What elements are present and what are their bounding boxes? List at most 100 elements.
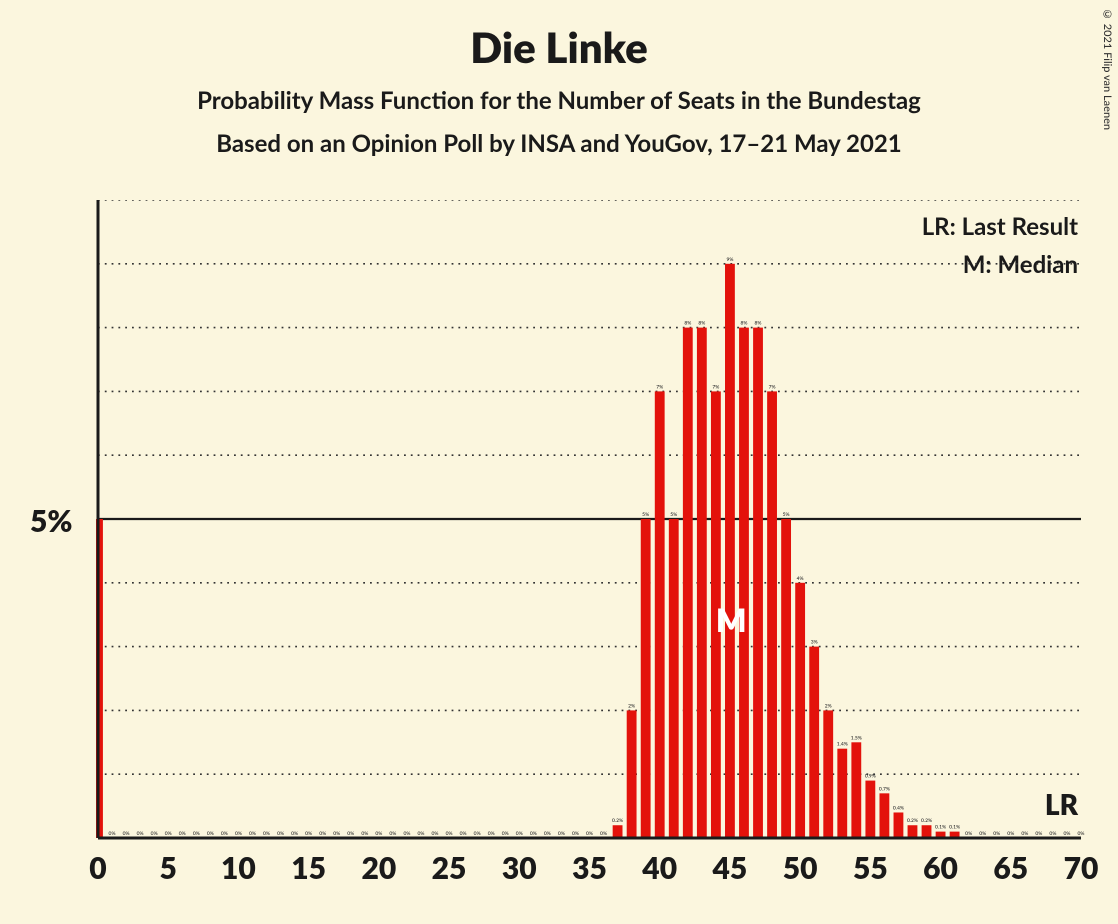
bar-value-label: 0% xyxy=(432,831,439,837)
bar-value-label: 0% xyxy=(179,831,186,837)
bar xyxy=(922,825,932,838)
x-tick-label: 35 xyxy=(572,850,607,886)
bar xyxy=(641,519,651,838)
bar-value-label: 0% xyxy=(572,831,579,837)
bar xyxy=(809,647,819,838)
bar-value-label: 0% xyxy=(389,831,396,837)
lr-marker-label: LR xyxy=(1045,787,1078,821)
bar-value-label: 0% xyxy=(502,831,509,837)
bar xyxy=(683,328,693,838)
bar-value-label: 8% xyxy=(684,321,691,327)
bar xyxy=(697,328,707,838)
x-tick-label: 5 xyxy=(160,850,177,886)
bar xyxy=(613,825,623,838)
bar-value-label: 0% xyxy=(1049,831,1056,837)
bar-value-label: 0% xyxy=(165,831,172,837)
bar-value-label: 0% xyxy=(151,831,158,837)
bar xyxy=(837,749,847,838)
bar-value-label: 0% xyxy=(305,831,312,837)
bar-value-label: 0% xyxy=(277,831,284,837)
bar-value-label: 0% xyxy=(123,831,130,837)
bar-value-label: 8% xyxy=(698,321,705,327)
chart-subtitle-1: Probability Mass Function for the Number… xyxy=(0,86,1118,115)
chart-plot-area: 0% 0% 0% 0% 0% 0% 0% 0% 0% 0% 0% 0% 0% 0% 0% 0% 0% 0% 0% 0%… xyxy=(96,200,1086,840)
bar-value-label: 0% xyxy=(291,831,298,837)
bar-value-label: 0% xyxy=(418,831,425,837)
bar-value-label: 7% xyxy=(769,384,776,390)
x-tick-label: 40 xyxy=(642,850,677,886)
bar xyxy=(753,328,763,838)
bar-value-label: 0% xyxy=(263,831,270,837)
bar xyxy=(739,328,749,838)
bar xyxy=(655,391,665,838)
bar-value-label: 0.4% xyxy=(893,805,904,811)
bar xyxy=(627,710,637,838)
y-axis-label-5pct: 5% xyxy=(30,503,72,539)
x-tick-label: 30 xyxy=(502,850,537,886)
x-tick-label: 45 xyxy=(713,850,748,886)
bar xyxy=(669,519,679,838)
bar xyxy=(894,812,904,838)
bar xyxy=(851,742,861,838)
x-axis-labels: 0510152025303540455055606570 xyxy=(96,850,1086,900)
bar xyxy=(795,583,805,838)
bar-value-label: 0% xyxy=(1035,831,1042,837)
bar-value-label: 1.5% xyxy=(851,735,862,741)
bar xyxy=(781,519,791,838)
chart-header: Die Linke Probability Mass Function for … xyxy=(0,0,1118,158)
bar-value-label: 0.2% xyxy=(612,818,623,824)
bar-value-label: 5% xyxy=(642,512,649,518)
x-tick-label: 50 xyxy=(783,850,818,886)
bar-value-label: 0% xyxy=(207,831,214,837)
bar-value-label: 2% xyxy=(825,703,832,709)
bar-value-label: 0% xyxy=(1007,831,1014,837)
bar-value-label: 0% xyxy=(474,831,481,837)
bar-value-label: 0% xyxy=(979,831,986,837)
bar-value-label: 0% xyxy=(109,831,116,837)
chart-title: Die Linke xyxy=(0,22,1118,72)
bar-value-label: 0% xyxy=(1063,831,1070,837)
bar-value-label: 0% xyxy=(544,831,551,837)
bar-value-label: 5% xyxy=(783,512,790,518)
bar xyxy=(711,391,721,838)
bar xyxy=(879,793,889,838)
bar xyxy=(767,391,777,838)
bar-value-label: 0% xyxy=(460,831,467,837)
bar-value-label: 4% xyxy=(797,576,804,582)
bar-value-label: 0% xyxy=(1078,831,1085,837)
bar-value-label: 0% xyxy=(1021,831,1028,837)
bar-value-label: 0.7% xyxy=(879,786,890,792)
bar-value-label: 3% xyxy=(811,640,818,646)
bar-value-label: 0% xyxy=(993,831,1000,837)
bar-value-label: 0% xyxy=(347,831,354,837)
bar-value-label: 0.1% xyxy=(949,825,960,831)
bar-value-label: 0% xyxy=(488,831,495,837)
x-tick-label: 55 xyxy=(853,850,888,886)
x-tick-label: 70 xyxy=(1064,850,1099,886)
bar-value-label: 0% xyxy=(558,831,565,837)
bar xyxy=(823,710,833,838)
bar-value-label: 5% xyxy=(670,512,677,518)
bar-value-label: 0% xyxy=(361,831,368,837)
bar-value-label: 0% xyxy=(235,831,242,837)
x-tick-label: 10 xyxy=(221,850,256,886)
bar-value-label: 0% xyxy=(319,831,326,837)
bar-value-label: 0% xyxy=(516,831,523,837)
x-tick-label: 65 xyxy=(993,850,1028,886)
x-tick-label: 20 xyxy=(361,850,396,886)
bar-value-label: 0% xyxy=(403,831,410,837)
bar-value-label: 0% xyxy=(221,831,228,837)
bar-value-label: 0% xyxy=(193,831,200,837)
chart-subtitle-2: Based on an Opinion Poll by INSA and You… xyxy=(0,129,1118,158)
bar-value-label: 0% xyxy=(586,831,593,837)
bar-value-label: 0% xyxy=(446,831,453,837)
bar-value-label: 0% xyxy=(249,831,256,837)
bar-value-label: 7% xyxy=(712,384,719,390)
copyright-text: © 2021 Filip van Laenen xyxy=(1101,8,1114,130)
bar-value-label: 1.4% xyxy=(837,742,848,748)
x-tick-label: 0 xyxy=(89,850,106,886)
bar-value-label: 0% xyxy=(375,831,382,837)
bar-value-label: 2% xyxy=(628,703,635,709)
bar-value-label: 0% xyxy=(137,831,144,837)
bar-value-label: 8% xyxy=(755,321,762,327)
